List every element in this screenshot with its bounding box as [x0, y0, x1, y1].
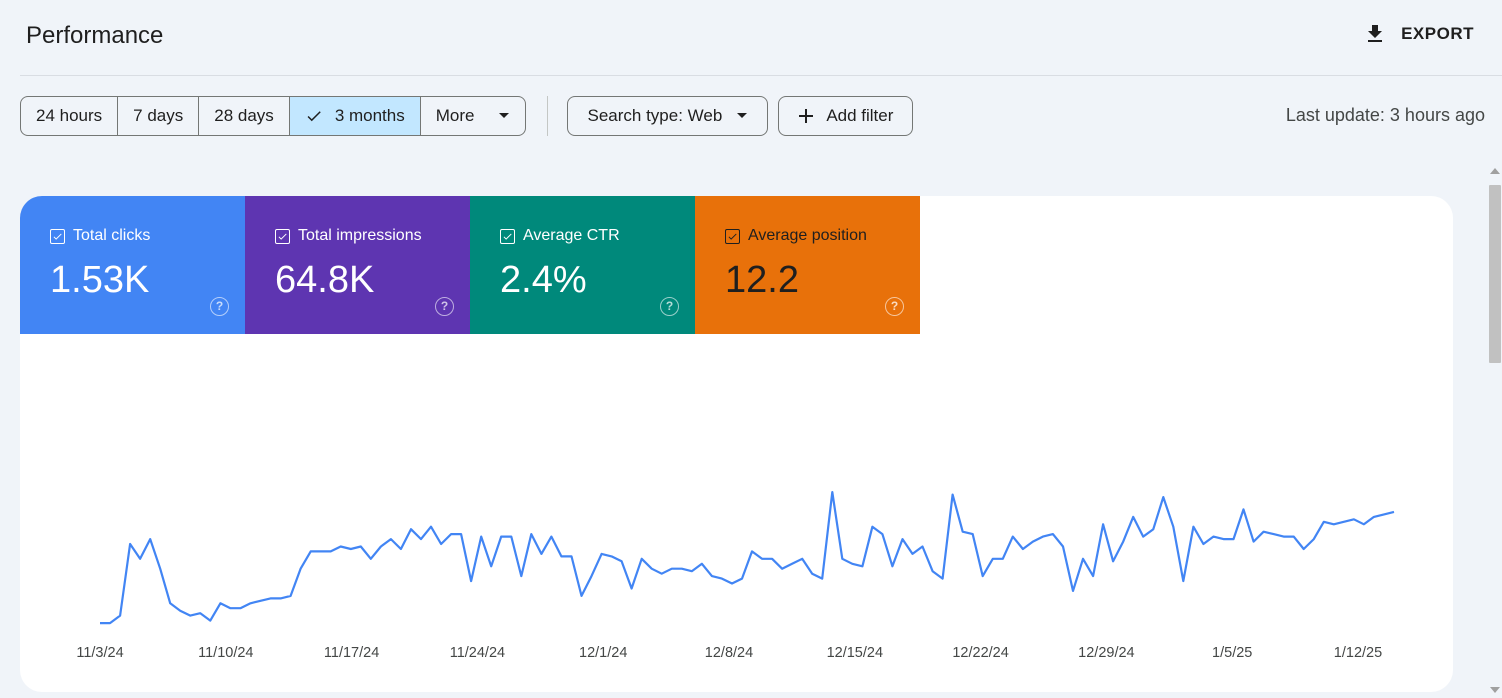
range-28-days[interactable]: 28 days [199, 97, 290, 135]
metric-card-average-ctr[interactable]: Average CTR 2.4% ? [470, 196, 695, 334]
checkbox-checked-icon [500, 228, 515, 244]
x-tick-label: 12/15/24 [827, 645, 883, 661]
metric-card-total-clicks[interactable]: Total clicks 1.53K ? [20, 196, 245, 334]
plus-icon [798, 108, 814, 124]
last-update-text: Last update: 3 hours ago [1285, 105, 1485, 125]
arrow-drop-down-icon [498, 112, 510, 120]
series-line-total-clicks [100, 491, 1395, 625]
header-divider [20, 75, 1502, 76]
check-icon [305, 107, 323, 125]
page-scrollbar[interactable] [1486, 163, 1502, 698]
page-title: Performance [26, 22, 164, 49]
x-tick-label: 12/8/24 [705, 645, 753, 661]
x-tick-label: 11/24/24 [450, 645, 505, 661]
x-tick-label: 12/1/24 [579, 645, 627, 661]
date-range-selector: 24 hours 7 days 28 days 3 months More [20, 96, 527, 136]
metric-label: Average CTR [523, 227, 620, 244]
performance-line-chart: 11/3/24 11/10/24 11/17/24 11/24/24 12/1/24 12… [76, 491, 1395, 661]
scrollbar-thumb[interactable] [1489, 185, 1501, 363]
export-label: EXPORT [1401, 24, 1474, 43]
add-filter-button[interactable]: Add filter [778, 96, 914, 136]
help-circle-icon[interactable]: ? [660, 297, 679, 316]
x-tick-label: 1/5/25 [1212, 645, 1252, 661]
performance-chart-card: 11/3/24 11/10/24 11/17/24 11/24/24 12/1/24 12… [20, 196, 1453, 692]
range-3-months[interactable]: 3 months [289, 97, 421, 135]
help-circle-icon[interactable]: ? [210, 297, 229, 316]
x-tick-label: 12/22/24 [952, 645, 1008, 661]
metric-value: 12.2 [725, 259, 799, 301]
range-7-days[interactable]: 7 days [118, 97, 200, 135]
checkbox-checked-icon [50, 228, 65, 244]
checkbox-checked-icon [725, 228, 740, 244]
filter-divider [547, 96, 549, 136]
help-circle-icon[interactable]: ? [885, 297, 904, 316]
scroll-up-icon[interactable] [1490, 168, 1500, 174]
metric-value: 2.4% [500, 259, 587, 301]
range-more-dropdown[interactable]: More [421, 97, 526, 135]
metric-card-total-impressions[interactable]: Total impressions 64.8K ? [245, 196, 470, 334]
x-tick-label: 11/3/24 [76, 645, 123, 661]
x-tick-label: 1/12/25 [1334, 645, 1382, 661]
x-tick-label: 12/29/24 [1078, 645, 1134, 661]
help-circle-icon[interactable]: ? [435, 297, 454, 316]
range-24-hours[interactable]: 24 hours [21, 97, 119, 135]
metric-value: 64.8K [275, 259, 375, 301]
checkbox-checked-icon [275, 228, 290, 244]
search-type-dropdown[interactable]: Search type: Web [567, 96, 769, 136]
filter-bar: 24 hours 7 days 28 days 3 months More Se… [20, 96, 914, 136]
metric-label: Total impressions [298, 227, 422, 244]
metric-cards: Total clicks 1.53K ? Total impressions 6… [20, 196, 920, 334]
metric-label: Average position [748, 227, 867, 244]
export-button[interactable]: EXPORT [1363, 22, 1474, 46]
x-tick-label: 11/17/24 [324, 645, 379, 661]
metric-card-average-position[interactable]: Average position 12.2 ? [695, 196, 920, 334]
scroll-down-icon[interactable] [1490, 687, 1500, 693]
download-icon [1363, 22, 1387, 46]
metric-value: 1.53K [50, 259, 150, 301]
metric-label: Total clicks [73, 227, 151, 244]
x-tick-label: 11/10/24 [198, 645, 253, 661]
arrow-drop-down-icon [736, 112, 748, 120]
